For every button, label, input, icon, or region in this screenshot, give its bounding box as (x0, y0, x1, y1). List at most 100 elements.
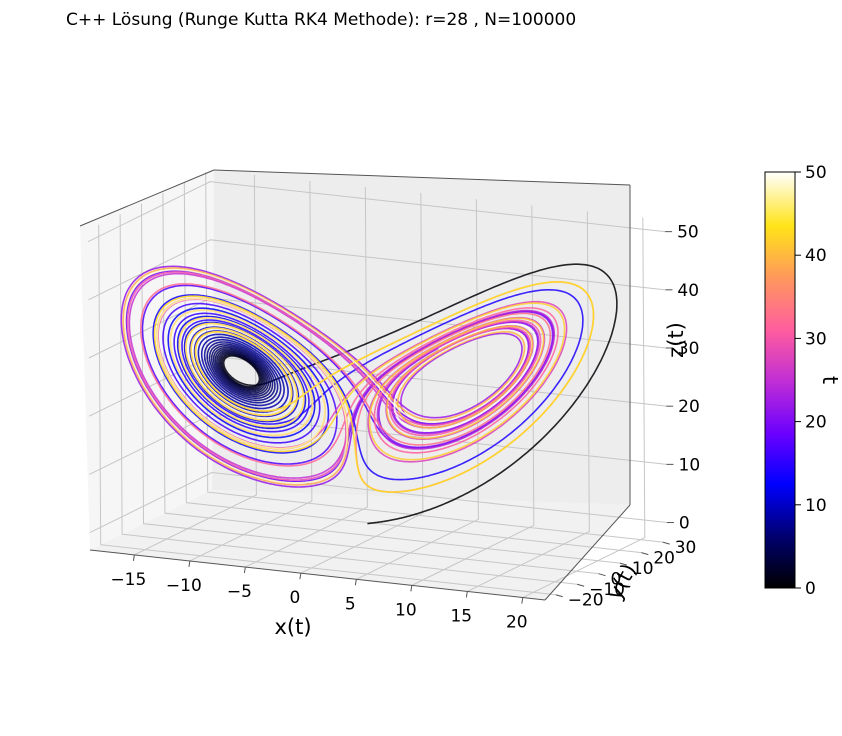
trajectory-segment (368, 387, 382, 444)
trajectory-segment (237, 348, 272, 388)
grid-line-x (356, 199, 479, 580)
trajectory-segment (464, 331, 526, 414)
trajectory-segment (228, 385, 271, 398)
trajectory-segment (170, 357, 286, 439)
trajectory-segment (397, 400, 476, 419)
trajectory-segment (330, 395, 359, 450)
trajectory-segment (210, 315, 313, 391)
y-tick-label: −10 (589, 580, 625, 600)
y-tick-mark (576, 583, 585, 587)
trajectory-segment (265, 359, 282, 405)
trajectory-segment (345, 403, 357, 457)
y-tick-mark (598, 573, 606, 577)
trajectory-segment (457, 330, 528, 419)
x-tick-mark (299, 573, 302, 580)
x-axis-label: x(t) (274, 615, 311, 639)
trajectory-segment (236, 382, 274, 400)
trajectory-segment (194, 337, 252, 411)
trajectory-segment (160, 297, 321, 368)
trajectory-segment (247, 376, 276, 402)
trajectory-segment (268, 423, 328, 454)
trajectory-segment (203, 354, 259, 404)
x-tick-label: −10 (166, 576, 202, 596)
trajectory-segment (270, 371, 293, 416)
trajectory-segment (391, 397, 465, 421)
trajectory-segment (358, 336, 447, 415)
trajectory-segment (373, 444, 446, 463)
colorbar-tick-label: 40 (805, 246, 827, 266)
trajectory-segment (355, 455, 368, 487)
trajectory-segment (183, 374, 291, 433)
colorbar-tick-label: 10 (805, 496, 827, 516)
trajectory-segment (318, 304, 487, 399)
trajectory-segment (178, 319, 248, 424)
trajectory-segment (388, 419, 459, 440)
trajectory-segment (191, 319, 301, 376)
grid-line-y (141, 203, 599, 575)
x-tick-mark (354, 579, 357, 586)
trajectory-segment (122, 267, 246, 454)
z-tick-label: 50 (677, 223, 699, 243)
trajectory-segment (203, 451, 330, 486)
trajectory-segment (326, 449, 350, 483)
trajectory-segment (126, 295, 283, 481)
trajectory-segment (384, 432, 471, 449)
trajectory-segment (157, 284, 346, 376)
x-tick-label: 0 (289, 588, 300, 608)
trajectory-segment (402, 329, 516, 384)
grid-line-x (134, 174, 257, 556)
trajectory-segment (200, 336, 256, 369)
trajectory-segment (315, 385, 359, 442)
trajectory-segment (124, 268, 236, 457)
trajectory-segment (207, 422, 317, 453)
trajectory-segment (140, 283, 245, 458)
trajectory-segment (158, 294, 329, 371)
trajectory-segment (197, 333, 238, 387)
trajectory-segment (413, 374, 524, 432)
trajectory-segment (447, 302, 566, 454)
colorbar-tick-label: 20 (805, 413, 827, 433)
x-tick-label: −15 (110, 570, 146, 590)
trajectory-segment (376, 400, 399, 447)
y-tick-mark (619, 562, 628, 566)
trajectory-segment (438, 323, 537, 376)
trajectory-segment (217, 360, 253, 392)
trajectory-segment (153, 295, 236, 425)
trajectory-segment (181, 376, 293, 436)
x-tick-mark (132, 554, 135, 561)
colorbar-tick-label: 50 (805, 163, 827, 183)
trajectory-segment (264, 296, 399, 402)
trajectory-segment (241, 330, 305, 402)
colorbar-ticks: 0 10 20 30 40 50 (795, 163, 827, 599)
trajectory-segment (367, 390, 379, 446)
trajectory-segment (393, 382, 414, 430)
grid-line-z (88, 239, 666, 301)
trajectory-segment (426, 325, 534, 362)
grid-line-x (522, 217, 646, 599)
trajectory-segment (455, 263, 618, 500)
trajectory-segment (206, 346, 248, 400)
trajectory-segment (208, 343, 238, 394)
y-tick-label: 0 (611, 570, 622, 590)
lorenz-trajectory (120, 263, 618, 525)
y-tick-label: 20 (653, 549, 675, 569)
x-tick-label: 5 (345, 594, 356, 614)
trajectory-segment (311, 384, 357, 441)
trajectory-segment (250, 397, 320, 425)
trajectory-segment (228, 345, 274, 384)
trajectory-segment (237, 337, 289, 396)
grid-line-y (205, 172, 663, 543)
x-tick-mark (465, 591, 468, 598)
trajectory-segment (120, 265, 266, 444)
trajectory-segment (229, 410, 305, 430)
trajectory-segment (327, 369, 359, 440)
trajectory-segment (234, 305, 348, 404)
trajectory-segment (166, 272, 369, 383)
grid-line-z (89, 413, 667, 475)
colorbar-tick-label: 30 (805, 329, 827, 349)
z-tick-label: 20 (678, 397, 700, 417)
trajectory-segment (421, 360, 530, 429)
x-tick-label: −5 (227, 582, 252, 602)
z-tick-label: 30 (678, 339, 700, 359)
